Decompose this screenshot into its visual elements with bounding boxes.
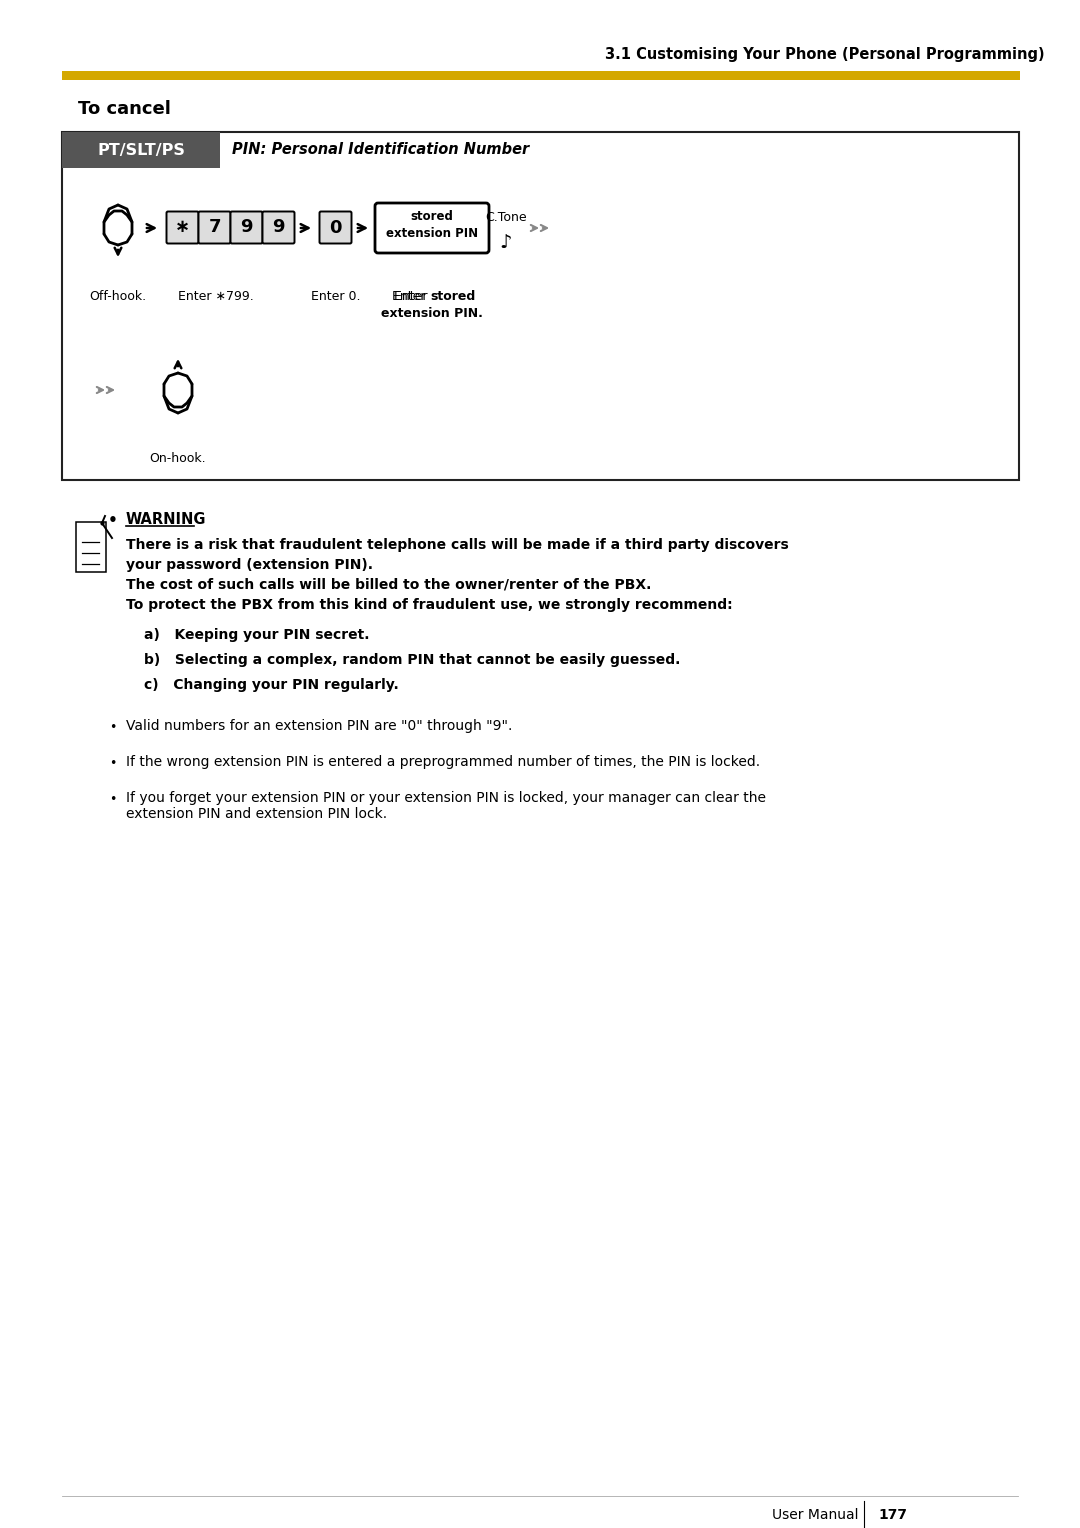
Text: •: • — [108, 512, 118, 527]
Text: Enter ∗799.: Enter ∗799. — [178, 290, 254, 303]
Text: extension PIN.: extension PIN. — [381, 307, 483, 319]
Text: PT/SLT/PS: PT/SLT/PS — [97, 142, 185, 157]
FancyBboxPatch shape — [166, 211, 199, 243]
FancyBboxPatch shape — [230, 211, 262, 243]
Text: PIN: Personal Identification Number: PIN: Personal Identification Number — [232, 142, 529, 157]
Text: If the wrong extension PIN is entered a preprogrammed number of times, the PIN i: If the wrong extension PIN is entered a … — [126, 755, 760, 769]
Text: •: • — [109, 756, 117, 770]
FancyBboxPatch shape — [320, 211, 351, 243]
Bar — [62, 131, 1020, 480]
Text: 0: 0 — [329, 219, 341, 237]
Text: There is a risk that fraudulent telephone calls will be made if a third party di: There is a risk that fraudulent telephon… — [126, 538, 788, 552]
Text: If you forget your extension PIN or your extension PIN is locked, your manager c: If you forget your extension PIN or your… — [126, 792, 766, 821]
FancyBboxPatch shape — [199, 211, 230, 243]
Text: 9: 9 — [240, 219, 253, 237]
Text: To protect the PBX from this kind of fraudulent use, we strongly recommend:: To protect the PBX from this kind of fra… — [126, 597, 732, 613]
Text: The cost of such calls will be billed to the owner/renter of the PBX.: The cost of such calls will be billed to… — [126, 578, 651, 591]
Text: your password (extension PIN).: your password (extension PIN). — [126, 558, 373, 571]
Text: Enter: Enter — [392, 290, 430, 303]
Text: To cancel: To cancel — [78, 99, 171, 118]
FancyBboxPatch shape — [262, 211, 295, 243]
Bar — [76, 523, 106, 571]
Text: ∗: ∗ — [175, 219, 190, 237]
Text: On-hook.: On-hook. — [150, 452, 206, 465]
Text: •: • — [109, 793, 117, 805]
Bar — [62, 131, 220, 168]
Text: ♪: ♪ — [500, 232, 512, 252]
Text: 177: 177 — [878, 1508, 907, 1522]
Text: stored: stored — [430, 290, 475, 303]
Bar — [62, 70, 1020, 79]
Text: 7: 7 — [208, 219, 220, 237]
Text: C.Tone: C.Tone — [485, 211, 527, 225]
Text: stored
extension PIN: stored extension PIN — [386, 209, 478, 240]
Text: a)   Keeping your PIN secret.: a) Keeping your PIN secret. — [144, 628, 369, 642]
Text: Enter 0.: Enter 0. — [311, 290, 361, 303]
FancyBboxPatch shape — [375, 203, 489, 254]
Text: Off-hook.: Off-hook. — [90, 290, 147, 303]
Text: Valid numbers for an extension PIN are "0" through "9".: Valid numbers for an extension PIN are "… — [126, 720, 512, 733]
Text: 9: 9 — [272, 219, 285, 237]
Text: c)   Changing your PIN regularly.: c) Changing your PIN regularly. — [144, 678, 399, 692]
Text: WARNING: WARNING — [126, 512, 206, 527]
Text: 3.1 Customising Your Phone (Personal Programming): 3.1 Customising Your Phone (Personal Pro… — [606, 47, 1045, 63]
Text: •: • — [109, 721, 117, 733]
Text: b)   Selecting a complex, random PIN that cannot be easily guessed.: b) Selecting a complex, random PIN that … — [144, 652, 680, 668]
Text: User Manual: User Manual — [771, 1508, 858, 1522]
Text: Enter: Enter — [394, 290, 432, 303]
